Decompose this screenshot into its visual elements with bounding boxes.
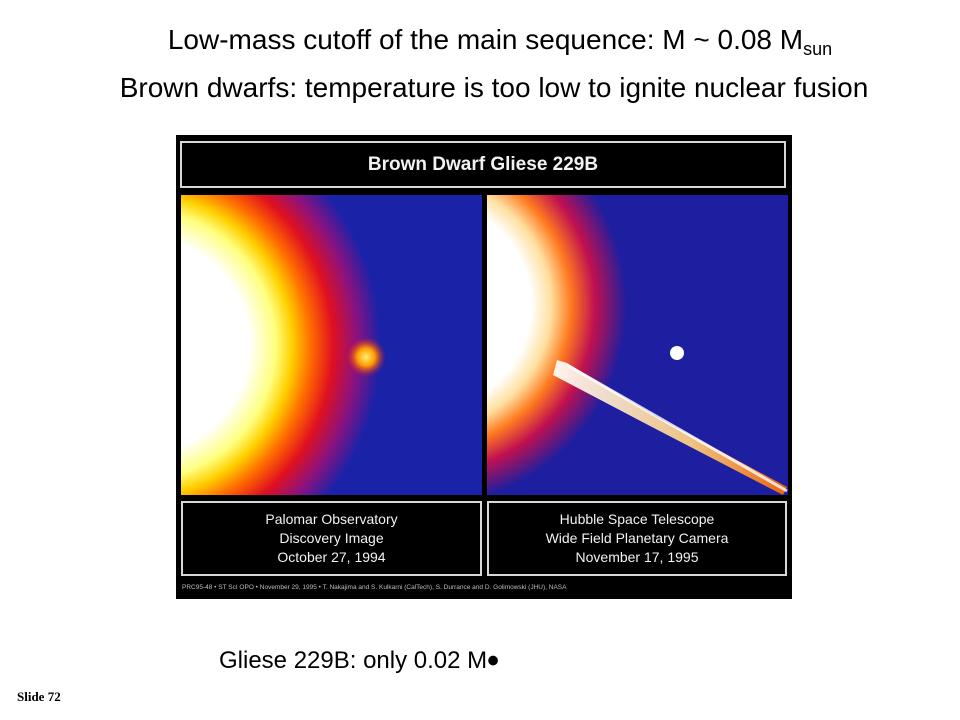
caption-line: November 17, 1995 xyxy=(575,549,699,565)
hubble-image xyxy=(487,195,788,495)
msun-subscript: sun xyxy=(803,39,833,59)
heading-line-2: Brown dwarfs: temperature is too low to … xyxy=(119,72,869,103)
gliese-229b-dot xyxy=(670,346,684,360)
caption-line: Discovery Image xyxy=(279,530,384,546)
palomar-image xyxy=(181,195,482,495)
slide-number: Slide 72 xyxy=(17,689,61,704)
palomar-caption: Palomar Observatory Discovery Image Octo… xyxy=(181,501,482,576)
caption-line: Hubble Space Telescope xyxy=(559,511,715,527)
heading-line-1: Low-mass cutoff of the main sequence: M … xyxy=(0,24,960,60)
bottom-caption: Gliese 229B: only 0.02 M• xyxy=(219,638,500,680)
hubble-caption: Hubble Space Telescope Wide Field Planet… xyxy=(487,501,787,576)
image-credit: PRC95-48 • ST ScI OPO • November 29, 199… xyxy=(182,584,567,591)
figure-title-box: Brown Dwarf Gliese 229B xyxy=(180,141,786,188)
caption-line: Palomar Observatory xyxy=(265,511,398,527)
figure-title: Brown Dwarf Gliese 229B xyxy=(367,153,599,175)
brown-dwarf-figure: Brown Dwarf Gliese 229B xyxy=(176,135,792,599)
sun-symbol-icon: • xyxy=(487,642,500,680)
caption-line: October 27, 1994 xyxy=(277,549,386,565)
caption-line: Wide Field Planetary Camera xyxy=(545,530,729,546)
gliese-229b-dot xyxy=(346,337,386,377)
heading-line-1-text: Low-mass cutoff of the main sequence: M … xyxy=(167,24,804,55)
bottom-caption-text: Gliese 229B: only 0.02 M xyxy=(219,647,488,674)
